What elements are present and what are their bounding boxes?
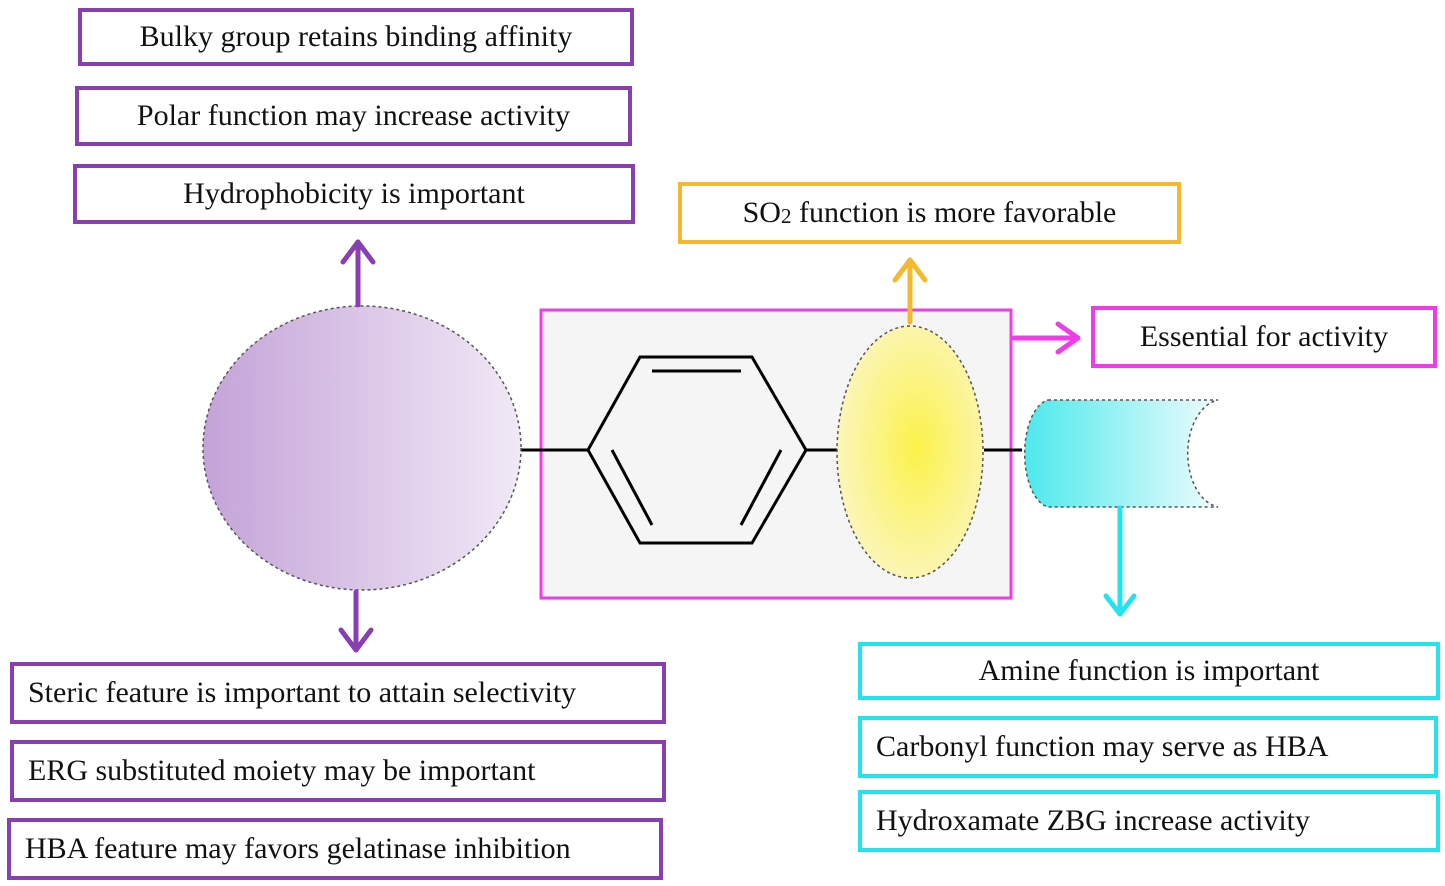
linker-ellipse — [836, 325, 984, 579]
hba-feature-box: HBA feature may favors gelatinase inhibi… — [7, 818, 663, 880]
steric-feature-text: Steric feature is important to attain se… — [28, 676, 577, 709]
hydrophobic-group-ellipse — [202, 305, 522, 591]
hydroxamate-zbg-text: Hydroxamate ZBG increase activity — [876, 804, 1311, 837]
arrow-up-yellow — [892, 257, 928, 325]
bulky-group-text: Bulky group retains binding affinity — [139, 20, 573, 53]
zbg-cylinder — [1023, 399, 1219, 508]
arrow-down-purple — [338, 589, 374, 653]
amine-function-text: Amine function is important — [978, 654, 1320, 687]
erg-moiety-text: ERG substituted moiety may be important — [28, 754, 536, 787]
so2-subscript: 2 — [780, 204, 792, 229]
polar-function-text: Polar function may increase activity — [136, 99, 571, 132]
carbonyl-function-text: Carbonyl function may serve as HBA — [876, 730, 1329, 763]
essential-activity-box: Essential for activity — [1091, 306, 1437, 368]
essential-activity-text: Essential for activity — [1139, 320, 1389, 353]
steric-feature-box: Steric feature is important to attain se… — [10, 662, 666, 724]
arrow-up-purple — [340, 239, 376, 308]
polar-function-box: Polar function may increase activity — [75, 86, 632, 146]
erg-moiety-box: ERG substituted moiety may be important — [10, 740, 666, 802]
hba-feature-text: HBA feature may favors gelatinase inhibi… — [25, 832, 571, 865]
hydrophobicity-box: Hydrophobicity is important — [73, 164, 635, 224]
arrow-down-cyan — [1103, 505, 1137, 617]
amine-function-box: Amine function is important — [858, 642, 1440, 700]
bulky-group-box: Bulky group retains binding affinity — [78, 8, 634, 66]
so2-function-text: SO2 function is more favorable — [743, 196, 1117, 230]
hydrophobicity-text: Hydrophobicity is important — [183, 177, 525, 210]
so2-function-box: SO2 function is more favorable — [678, 182, 1181, 244]
so2-suffix: function is more favorable — [791, 196, 1117, 229]
hydroxamate-zbg-box: Hydroxamate ZBG increase activity — [858, 790, 1440, 852]
arrow-right-magenta — [1011, 321, 1081, 355]
carbonyl-function-box: Carbonyl function may serve as HBA — [858, 716, 1438, 778]
benzene-ring — [586, 355, 808, 545]
so2-prefix: SO — [742, 196, 781, 229]
